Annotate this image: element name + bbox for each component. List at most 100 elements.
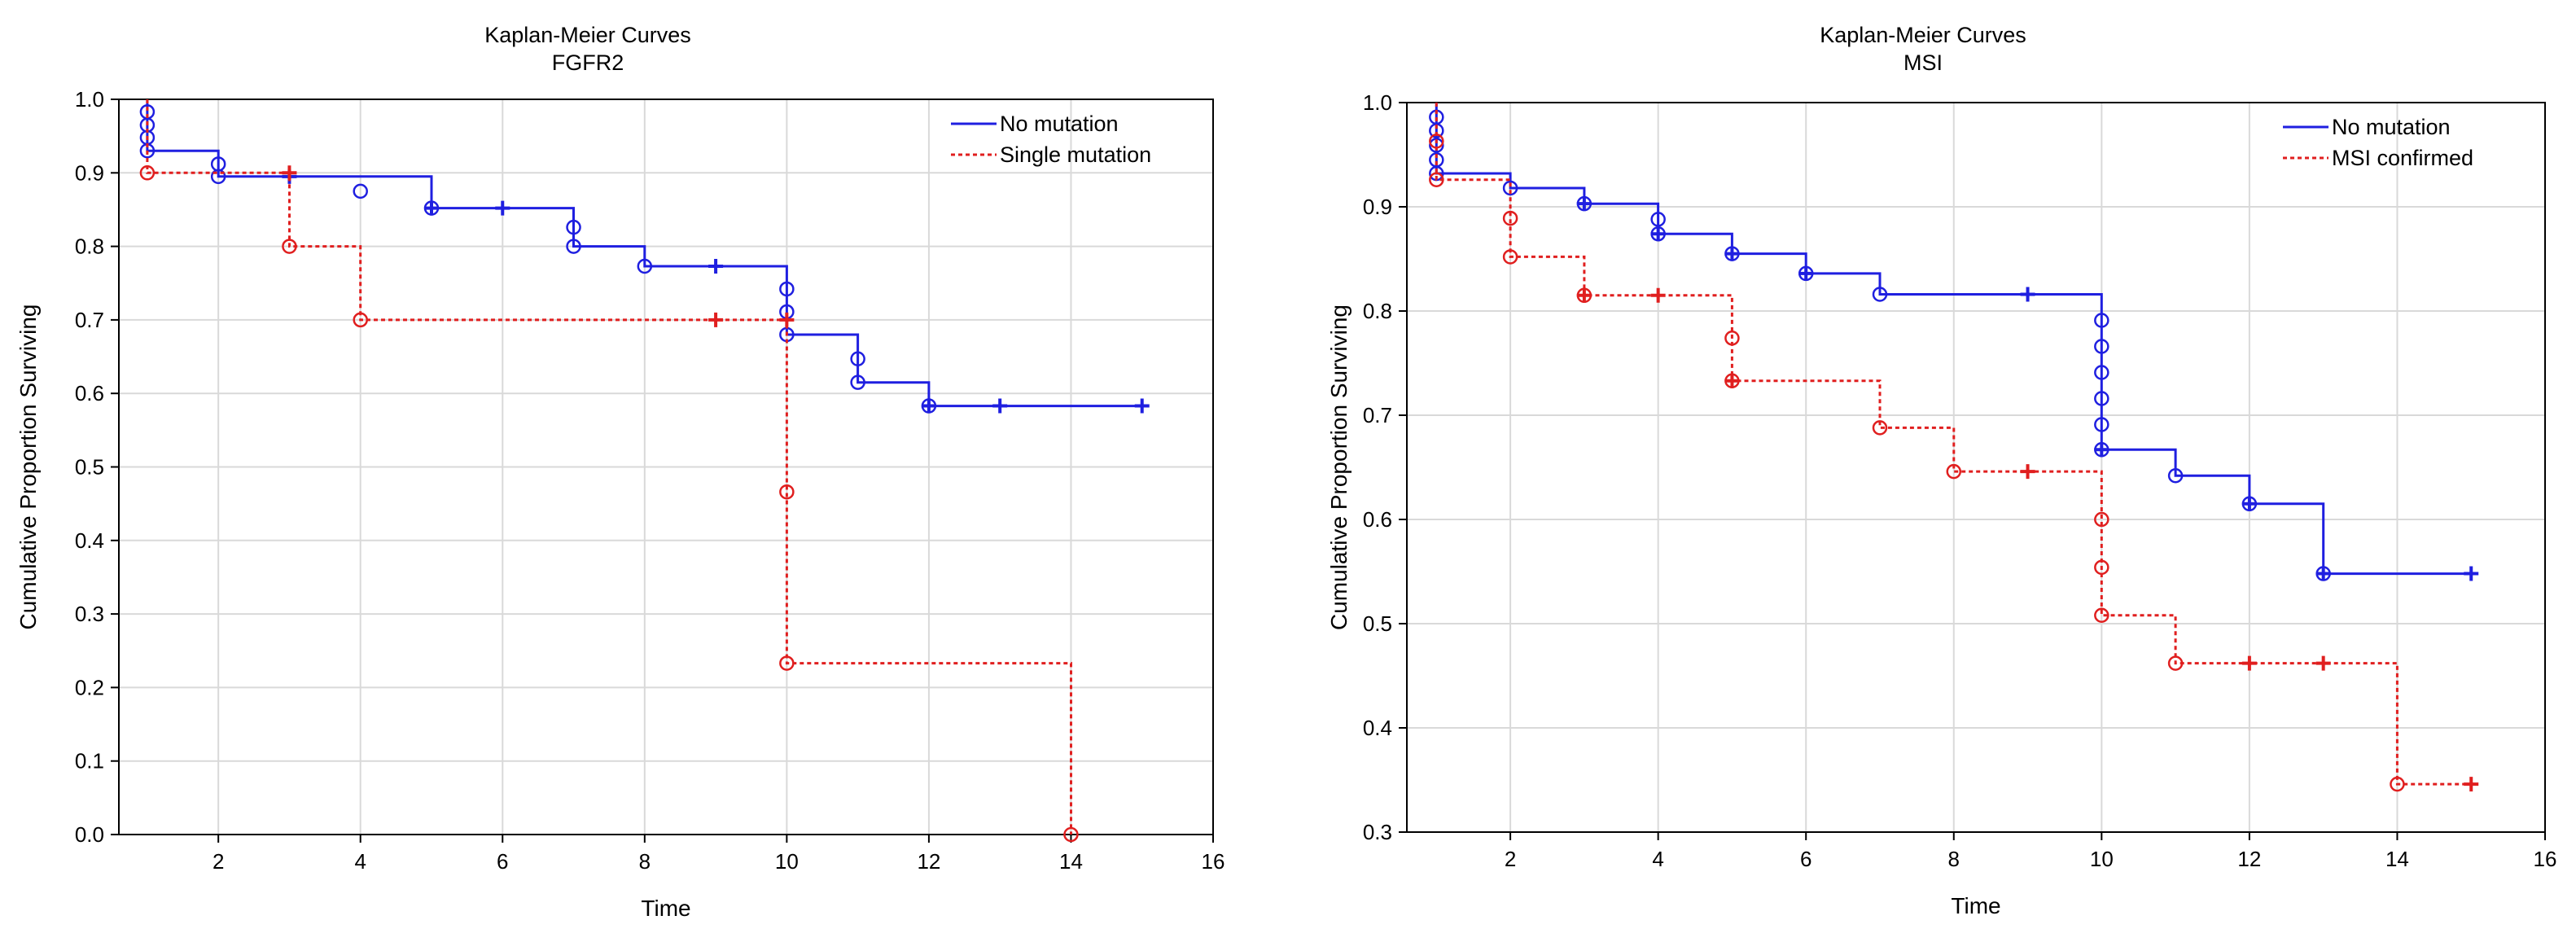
- censored-marker: [1650, 287, 1666, 303]
- complete-event-marker: [1650, 212, 1666, 227]
- y-tick-label: 0.1: [75, 749, 104, 773]
- series-1: [139, 99, 1079, 843]
- complete-event-marker: [353, 312, 368, 328]
- series-step-line: [146, 99, 1142, 408]
- censored-marker: [2315, 566, 2331, 581]
- censored-marker: [2241, 655, 2257, 671]
- chart-subtitle: FGFR2: [552, 50, 624, 75]
- x-tick-label: 16: [2534, 847, 2557, 871]
- complete-event-marker: [2094, 607, 2109, 624]
- censored-marker: [1576, 287, 1592, 303]
- x-tick-label: 8: [1948, 847, 1960, 871]
- complete-event-marker: [566, 239, 581, 254]
- censored-marker: [424, 200, 439, 216]
- series-1: [1429, 103, 2479, 792]
- legend-label: Single mutation: [1000, 142, 1151, 167]
- y-tick-label: 0.7: [75, 308, 104, 332]
- censored-marker: [282, 165, 297, 181]
- y-tick-label: 0.0: [75, 822, 104, 847]
- censored-marker: [495, 200, 510, 216]
- y-axis-label: Cumulative Proportion Surviving: [15, 305, 41, 630]
- censored-marker: [1798, 265, 1814, 281]
- complete-event-marker: [2094, 559, 2109, 576]
- censored-marker: [779, 312, 795, 327]
- x-axis-label: Time: [1951, 893, 2000, 918]
- censored-marker: [1724, 373, 1740, 388]
- y-tick-label: 0.7: [1363, 403, 1392, 427]
- complete-event-marker: [2094, 339, 2109, 354]
- complete-event-marker: [1872, 420, 1888, 436]
- y-tick-label: 0.3: [1363, 820, 1392, 844]
- censored-marker: [2464, 566, 2479, 581]
- complete-event-marker: [1063, 826, 1079, 843]
- y-tick-label: 0.5: [75, 455, 104, 480]
- censored-marker: [708, 258, 724, 274]
- complete-event-marker: [353, 183, 368, 199]
- complete-event-marker: [282, 239, 297, 254]
- complete-event-marker: [2094, 313, 2109, 328]
- censored-marker: [1724, 246, 1740, 261]
- complete-event-marker: [637, 258, 653, 274]
- complete-event-marker: [2390, 776, 2405, 792]
- y-tick-label: 1.0: [1363, 90, 1392, 115]
- y-tick-label: 0.9: [75, 160, 104, 185]
- censored-marker: [992, 398, 1008, 414]
- x-tick-label: 2: [1505, 847, 1516, 871]
- y-tick-label: 0.9: [1363, 195, 1392, 219]
- x-tick-label: 10: [2090, 847, 2114, 871]
- x-tick-label: 10: [775, 849, 799, 874]
- y-tick-label: 0.4: [75, 528, 104, 553]
- complete-event-marker: [1429, 123, 1444, 138]
- chart-panel-fgfr2: 2 4 6 8 10 12 14 16 0.0 0.1 0.2 0.3 0.4 0.5 0.6 0.7 0.8 0…: [15, 23, 1225, 921]
- complete-event-marker: [1946, 463, 1962, 480]
- complete-event-marker: [779, 281, 795, 297]
- x-tick-label: 8: [639, 849, 651, 874]
- gridlines: [119, 99, 1213, 835]
- x-tick-label: 16: [1202, 849, 1225, 874]
- complete-event-marker: [850, 351, 865, 367]
- x-tick-label: 6: [497, 849, 508, 874]
- gridlines: [1407, 103, 2545, 832]
- legend: No mutation Single mutation: [951, 112, 1151, 167]
- legend-label: No mutation: [1000, 112, 1119, 136]
- complete-event-marker: [1502, 249, 1518, 265]
- complete-event-marker: [2094, 417, 2109, 432]
- legend: No mutation MSI confirmed: [2283, 115, 2473, 170]
- x-tick-label: 2: [212, 849, 224, 874]
- complete-event-marker: [2167, 467, 2184, 484]
- complete-event-marker: [2094, 365, 2109, 380]
- x-tick-label: 14: [2385, 847, 2409, 871]
- censored-marker: [2315, 655, 2331, 671]
- y-tick-label: 0.6: [1363, 507, 1392, 532]
- series-step-line: [1435, 103, 2472, 786]
- y-tick-label: 0.8: [1363, 299, 1392, 323]
- y-tick-label: 0.2: [75, 675, 104, 699]
- censored-marker: [1134, 398, 1150, 414]
- complete-event-marker: [2167, 655, 2184, 671]
- chart-title: Kaplan-Meier Curves: [1820, 23, 2026, 47]
- censored-marker: [2241, 496, 2257, 511]
- y-tick-label: 0.6: [75, 381, 104, 405]
- censored-marker: [2020, 287, 2035, 302]
- complete-event-marker: [1502, 210, 1518, 226]
- x-tick-label: 12: [917, 849, 940, 874]
- complete-event-marker: [1502, 180, 1518, 196]
- series-step-line: [146, 99, 1072, 835]
- complete-event-marker: [779, 484, 795, 500]
- series-0: [139, 99, 1150, 414]
- chart-title: Kaplan-Meier Curves: [484, 23, 691, 47]
- censored-marker: [1576, 196, 1592, 212]
- complete-event-marker: [1429, 172, 1444, 187]
- x-tick-label: 12: [2237, 847, 2261, 871]
- censored-marker: [708, 312, 724, 327]
- complete-event-marker: [210, 169, 226, 185]
- censored-marker: [2020, 464, 2035, 480]
- y-tick-label: 0.4: [1363, 716, 1392, 740]
- censored-marker: [2094, 442, 2109, 458]
- chart-panel-msi: 2 4 6 8 10 12 14 16 0.3 0.4 0.5 0.6 0.7 0.8 0.9 1.0 Kapl…: [1288, 0, 2576, 942]
- complete-event-marker: [779, 655, 795, 671]
- complete-event-marker: [566, 219, 581, 235]
- legend-label: MSI confirmed: [2332, 146, 2473, 170]
- complete-event-marker: [1872, 287, 1888, 302]
- x-tick-label: 4: [1652, 847, 1663, 871]
